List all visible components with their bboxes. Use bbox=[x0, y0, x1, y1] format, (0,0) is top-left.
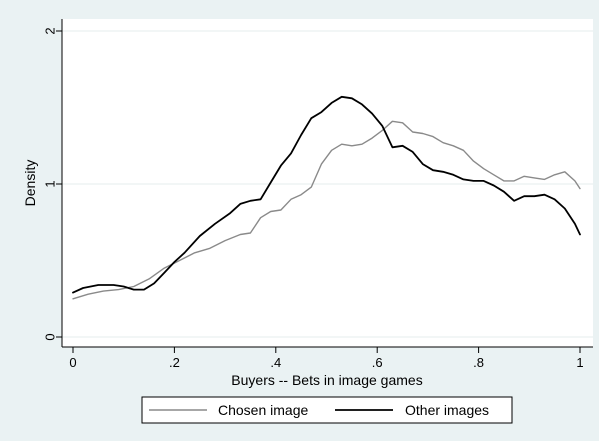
ticks: 0 1 2 0 .2 .4 .6 .8 1 bbox=[43, 27, 584, 370]
y-axis-title: Density bbox=[22, 160, 38, 207]
y-tick-label-0: 0 bbox=[43, 333, 58, 340]
axes bbox=[61, 19, 593, 348]
x-tick-label-0: 0 bbox=[69, 355, 76, 370]
plot-area bbox=[62, 19, 593, 347]
series-lines bbox=[72, 95, 581, 300]
gridlines bbox=[62, 30, 593, 338]
x-tick-label-1: .2 bbox=[169, 355, 180, 370]
series-line-other-images bbox=[72, 95, 581, 294]
x-tick-label-5: 1 bbox=[576, 355, 583, 370]
x-axis-title: Buyers -- Bets in image games bbox=[231, 372, 422, 388]
x-tick-label-2: .4 bbox=[270, 355, 281, 370]
x-tick-label-4: .8 bbox=[473, 355, 484, 370]
legend-label-chosen-image: Chosen image bbox=[218, 402, 308, 418]
y-tick-label-2: 2 bbox=[43, 27, 58, 34]
x-tick-label-3: .6 bbox=[372, 355, 383, 370]
series-line-chosen-image bbox=[72, 120, 581, 300]
legend: Chosen image Other images bbox=[141, 396, 513, 424]
legend-label-other-images: Other images bbox=[405, 402, 489, 418]
y-tick-label-1: 1 bbox=[43, 180, 58, 187]
